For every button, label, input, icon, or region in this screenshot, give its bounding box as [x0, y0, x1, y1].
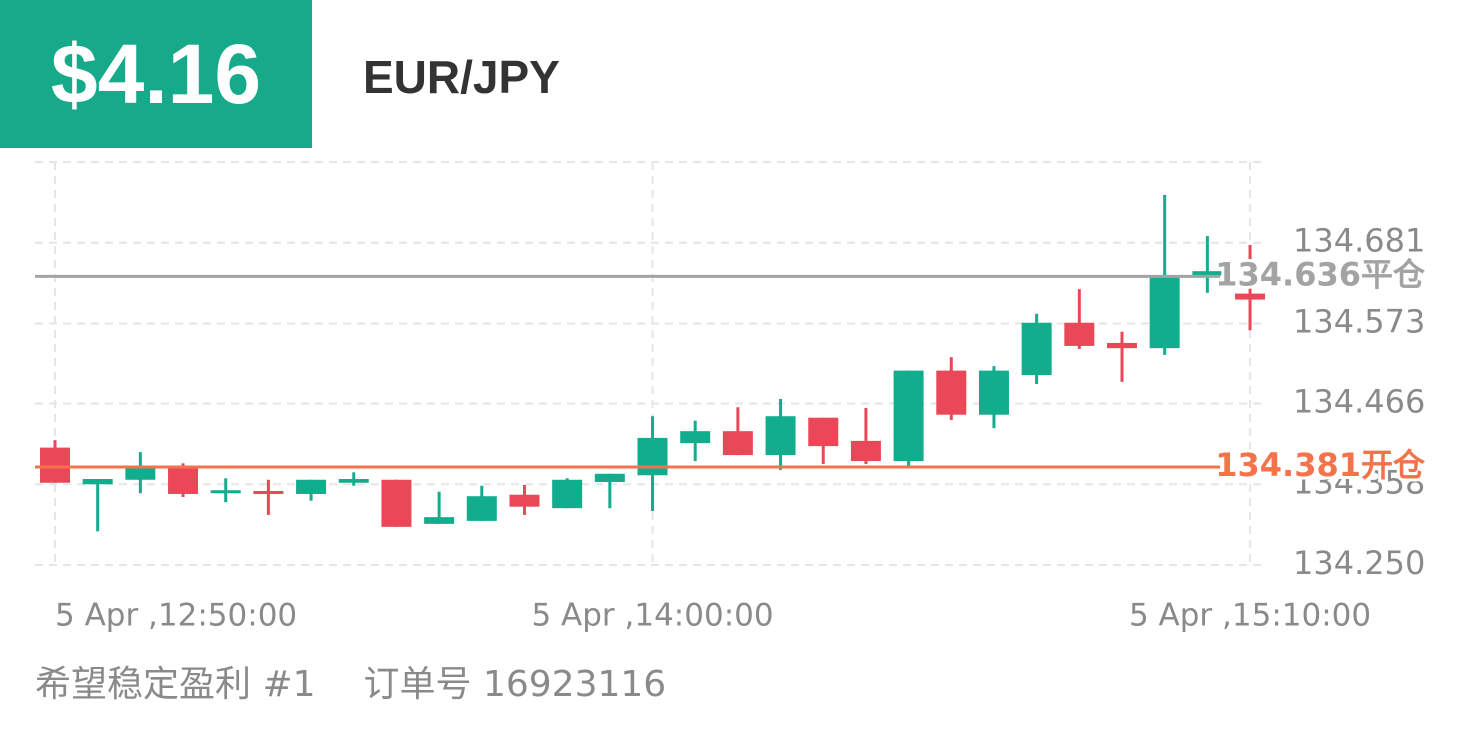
candle-body	[509, 494, 540, 507]
candle-body	[381, 479, 412, 527]
order: 订单号 16923116	[363, 664, 667, 705]
account: 希望稳定盈利 #1	[35, 664, 316, 705]
candle-body	[210, 490, 241, 494]
candle-body	[424, 517, 455, 524]
profit: $4.16	[0, 0, 312, 148]
y-tick-label: 134.681	[1293, 222, 1425, 260]
candle-body	[1064, 322, 1095, 346]
y-tick-label: 134.573	[1293, 302, 1425, 340]
candle-body	[722, 431, 753, 456]
candle-body	[1107, 342, 1137, 349]
candle-body	[40, 447, 70, 483]
candle-body	[296, 479, 327, 494]
candle-body	[765, 416, 796, 456]
candle-body	[637, 437, 668, 476]
symbol: EUR/JPY	[363, 51, 560, 103]
y-tick-label: 134.358	[1293, 463, 1425, 501]
candle-body	[893, 370, 924, 462]
candle-body	[808, 417, 839, 447]
y-tick-label: 134.250	[1293, 544, 1425, 582]
candle-body	[552, 479, 583, 509]
candle-body	[1192, 271, 1223, 276]
candle-body	[850, 440, 881, 462]
x-tick-label: 5 Apr ,12:50:00	[55, 598, 297, 634]
x-tick-label: 5 Apr ,15:10:00	[1129, 598, 1371, 634]
candle-body	[936, 370, 967, 415]
candle-body	[1021, 322, 1052, 376]
candle-body	[168, 466, 199, 494]
y-tick-label: 134.466	[1293, 383, 1425, 421]
x-tick-label: 5 Apr ,14:00:00	[531, 598, 773, 634]
candle-body	[1235, 293, 1266, 300]
price-line-label: 134.636平仓	[1215, 255, 1426, 293]
candle-body	[978, 370, 1009, 415]
candle-body	[125, 467, 156, 480]
candle-body	[1149, 277, 1180, 349]
footer: 希望稳定盈利 #1 订单号 16923116	[35, 655, 714, 707]
candle-body	[594, 473, 625, 483]
candle-body	[466, 496, 497, 521]
candle-body	[680, 431, 711, 444]
candle-body	[253, 490, 284, 494]
price-line-label: 134.381开仓	[1215, 446, 1426, 484]
candle-body	[82, 479, 113, 485]
candle-body	[338, 479, 369, 483]
